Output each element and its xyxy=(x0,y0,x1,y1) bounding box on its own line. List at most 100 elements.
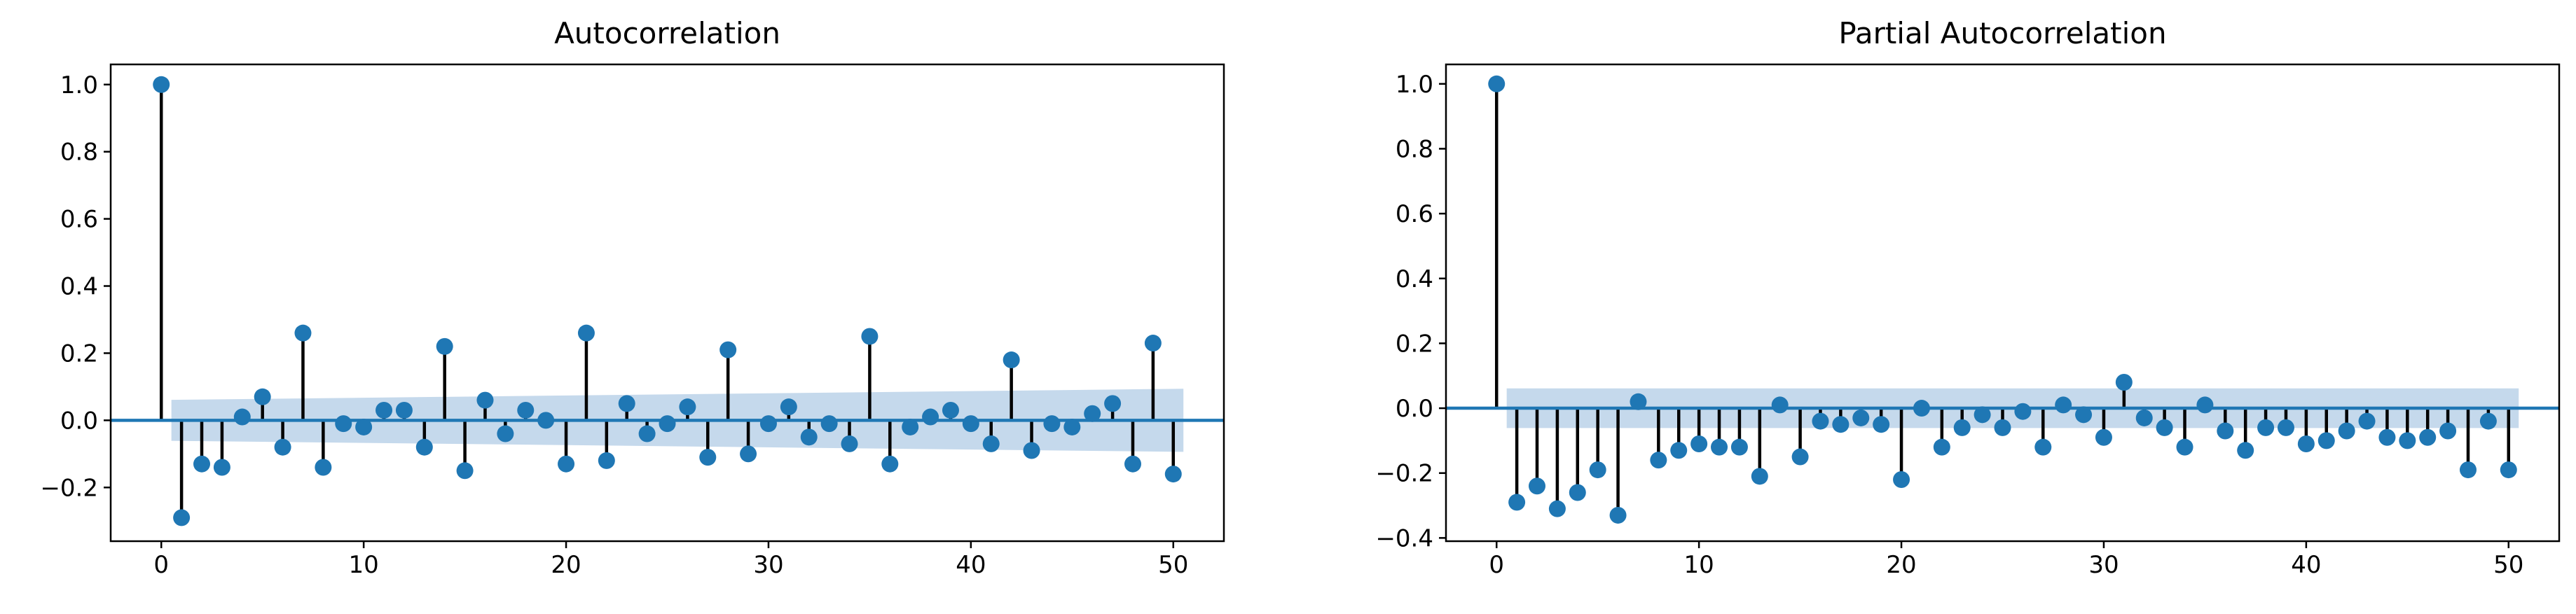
data-point xyxy=(1711,438,1728,456)
chart-title: Partial Autocorrelation xyxy=(1838,16,2166,50)
x-tick-label: 50 xyxy=(2493,551,2523,579)
x-tick-label: 30 xyxy=(2088,551,2119,579)
data-point xyxy=(1609,506,1627,524)
data-point xyxy=(881,455,899,473)
data-point xyxy=(2479,412,2497,430)
y-tick-label: 0.0 xyxy=(1396,395,1433,423)
data-point xyxy=(537,412,555,429)
data-point xyxy=(618,395,635,412)
data-point xyxy=(861,328,879,345)
data-point xyxy=(1953,419,1971,436)
data-point xyxy=(902,418,919,435)
x-tick-label: 20 xyxy=(1886,551,1916,579)
data-point xyxy=(1873,416,1890,433)
data-point xyxy=(942,401,959,419)
data-point xyxy=(335,415,352,433)
data-point xyxy=(254,388,271,405)
data-point xyxy=(497,425,514,442)
y-tick-label: 0.2 xyxy=(1396,330,1433,358)
data-point xyxy=(1043,415,1061,433)
data-point xyxy=(2419,428,2437,446)
data-point xyxy=(820,415,838,433)
data-point xyxy=(2277,419,2294,436)
data-point xyxy=(922,408,939,426)
data-point xyxy=(638,425,656,442)
y-tick-label: 0.4 xyxy=(1396,265,1433,293)
data-point xyxy=(1569,484,1586,501)
data-point xyxy=(2176,438,2193,456)
data-point xyxy=(395,401,413,419)
data-point xyxy=(2257,419,2275,436)
x-tick-label: 20 xyxy=(551,551,581,579)
data-point xyxy=(315,459,332,476)
y-tick-label: 0.6 xyxy=(60,206,98,234)
data-point xyxy=(2378,428,2396,446)
data-point xyxy=(1084,405,1101,422)
chart-panel-1: 0 10 20 30 40 50 −0.4 −0.2 0.0 0.2 0.4 0.6 0.8 1.0 Par… xyxy=(1375,16,2561,579)
data-point xyxy=(800,428,818,446)
data-point xyxy=(476,391,494,409)
data-point xyxy=(2317,432,2335,449)
y-tick-label: −0.2 xyxy=(1375,460,1433,488)
data-point xyxy=(1690,435,1708,453)
data-point xyxy=(2358,412,2376,430)
data-point xyxy=(2297,435,2315,453)
data-point xyxy=(2237,442,2254,459)
data-point xyxy=(2095,428,2112,446)
axes-frame xyxy=(1445,63,2561,543)
data-point xyxy=(1974,406,1991,424)
y-tick-label: −0.4 xyxy=(1375,524,1433,552)
data-point xyxy=(355,418,373,435)
x-tick-label: 40 xyxy=(956,551,986,579)
data-point xyxy=(2115,374,2133,391)
data-point xyxy=(1913,400,1930,417)
y-tick-label: 1.0 xyxy=(1396,71,1433,99)
data-point xyxy=(1730,438,1748,456)
x-tick-label: 0 xyxy=(153,551,169,579)
y-tick-label: 1.0 xyxy=(60,71,98,99)
data-point xyxy=(153,76,170,93)
data-point xyxy=(1529,477,1546,495)
data-point xyxy=(1063,418,1081,435)
data-point xyxy=(780,398,797,416)
data-point xyxy=(1023,442,1040,459)
x-tick-label: 10 xyxy=(1684,551,1714,579)
y-tick-label: −0.2 xyxy=(40,474,98,502)
data-point xyxy=(1630,393,1647,410)
y-tick-label: 0.6 xyxy=(1396,200,1433,228)
data-point xyxy=(1670,442,1688,459)
data-point xyxy=(1124,455,1141,473)
data-point xyxy=(2034,438,2052,456)
x-tick-label: 30 xyxy=(753,551,783,579)
data-point xyxy=(2439,422,2457,440)
data-point xyxy=(1003,351,1020,369)
x-tick-label: 50 xyxy=(1158,551,1188,579)
data-point xyxy=(2135,409,2153,426)
x-tick-label: 10 xyxy=(349,551,379,579)
data-point xyxy=(1548,500,1566,517)
data-point xyxy=(659,415,676,433)
data-point xyxy=(2338,422,2355,440)
data-point xyxy=(740,445,757,463)
data-point xyxy=(274,438,291,456)
data-point xyxy=(1771,396,1789,414)
data-point xyxy=(2014,403,2032,420)
data-point xyxy=(1791,448,1809,466)
data-point xyxy=(1650,452,1667,469)
data-point xyxy=(982,435,1000,452)
axes-frame xyxy=(109,63,1225,543)
data-point xyxy=(577,324,595,342)
data-point xyxy=(558,455,575,473)
data-point xyxy=(2196,396,2214,414)
data-point xyxy=(679,398,696,416)
data-point xyxy=(841,435,858,452)
data-point xyxy=(1812,412,1829,430)
data-point xyxy=(1164,466,1182,483)
data-point xyxy=(1144,335,1162,352)
data-point xyxy=(759,415,777,433)
data-point xyxy=(436,337,453,355)
y-tick-label: 0.0 xyxy=(60,407,98,435)
data-point xyxy=(456,462,474,480)
data-point xyxy=(1488,75,1506,92)
